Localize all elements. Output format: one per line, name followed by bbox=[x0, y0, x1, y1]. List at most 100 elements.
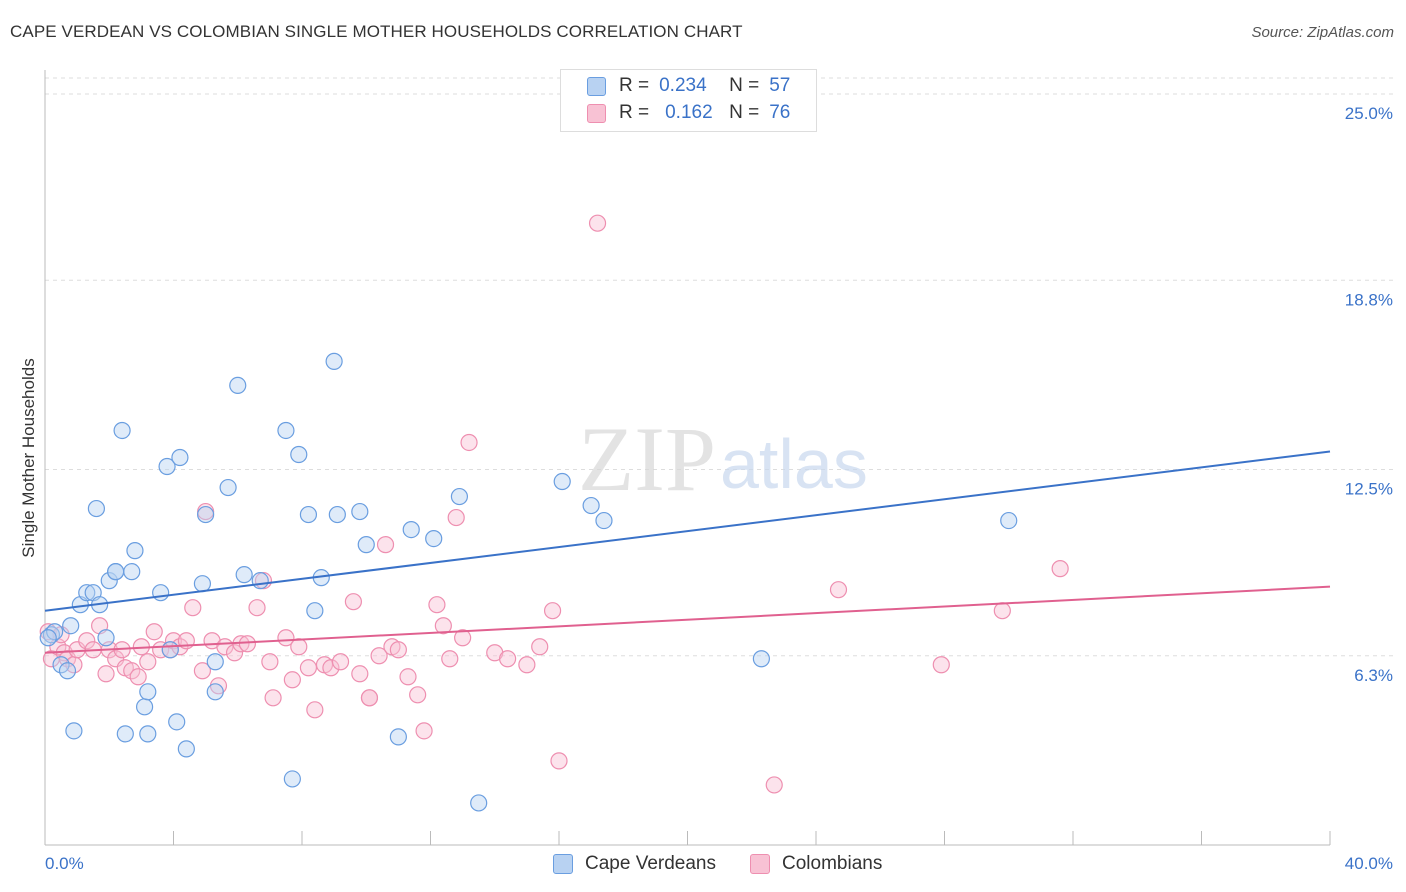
cape-verdean-point bbox=[78, 584, 96, 602]
cape-verdean-trend-line bbox=[44, 450, 1331, 612]
cape-verdean-point bbox=[553, 472, 571, 491]
colombian-point bbox=[351, 665, 369, 683]
legend-n-label: N = bbox=[729, 102, 760, 123]
cape-verdean-point bbox=[171, 448, 189, 467]
cape-verdean-point bbox=[116, 725, 134, 743]
colombian-point bbox=[399, 668, 417, 686]
cape-verdean-point bbox=[97, 629, 115, 647]
colombian-point bbox=[447, 508, 465, 527]
colombian-point bbox=[299, 659, 318, 677]
cape-verdean-point bbox=[290, 445, 308, 464]
cape-verdean-point bbox=[328, 505, 346, 524]
colombian-point bbox=[434, 617, 452, 635]
cape-verdean-point bbox=[351, 502, 369, 521]
watermark-atlas: atlas bbox=[720, 425, 868, 503]
colombian-point bbox=[765, 776, 783, 794]
x-tick-label-min: 0.0% bbox=[45, 854, 84, 873]
cape-verdean-point bbox=[152, 584, 170, 602]
cape-verdean-point bbox=[582, 496, 600, 515]
legend-n-value: 76 bbox=[769, 102, 791, 123]
colombian-point bbox=[277, 629, 295, 647]
colombian-point bbox=[518, 656, 536, 674]
cape-verdean-point bbox=[193, 575, 212, 593]
cape-verdean-point bbox=[100, 572, 118, 590]
legend-r-label: R = bbox=[619, 102, 650, 123]
cape-verdean-point bbox=[135, 698, 154, 716]
colombian-point bbox=[499, 650, 517, 668]
legend-row-cape-verdeans: R = 0.234 N = 57 bbox=[587, 74, 790, 98]
cape-verdean-point bbox=[58, 662, 77, 680]
cape-verdean-point bbox=[197, 505, 215, 524]
cape-verdean-point bbox=[161, 641, 179, 659]
colombian-point bbox=[409, 686, 427, 704]
colombian-point bbox=[97, 665, 115, 683]
bottom-legend-cape-verdeans[interactable]: Cape Verdeans bbox=[553, 852, 716, 876]
cape-verdean-point bbox=[206, 683, 224, 701]
legend-r-value: 0.162 bbox=[665, 102, 713, 123]
colombian-point bbox=[389, 641, 407, 659]
y-tick-label: 25.0% bbox=[1345, 104, 1393, 123]
source-label: Source: ZipAtlas.com bbox=[1251, 24, 1394, 41]
cape-verdean-point bbox=[277, 421, 295, 440]
bottom-legend-swatch-blue bbox=[553, 854, 573, 874]
colombian-point bbox=[39, 623, 57, 641]
cape-verdean-point bbox=[39, 629, 57, 647]
colombian-point bbox=[261, 653, 279, 671]
cape-verdean-point bbox=[123, 563, 141, 581]
colombian-point bbox=[145, 623, 163, 641]
colombian-point bbox=[588, 214, 607, 232]
cape-verdean-point bbox=[389, 728, 407, 746]
watermark-zip: ZIP bbox=[578, 408, 716, 510]
bottom-legend-colombians[interactable]: Colombians bbox=[750, 852, 882, 876]
y-tick-label: 6.3% bbox=[1354, 666, 1393, 685]
colombian-point bbox=[415, 722, 433, 740]
y-tick-label: 18.8% bbox=[1345, 290, 1393, 309]
colombian-point bbox=[829, 581, 848, 599]
colombian-point bbox=[225, 644, 244, 662]
cape-verdean-point bbox=[752, 650, 770, 668]
x-tick-label-max: 40.0% bbox=[1345, 854, 1393, 873]
colombian-point bbox=[360, 689, 379, 707]
trend-lines bbox=[44, 450, 1331, 654]
colombian-point bbox=[460, 433, 478, 452]
cape-verdean-point bbox=[52, 656, 70, 674]
cape-verdean-point bbox=[306, 602, 324, 620]
colombian-point bbox=[531, 638, 549, 656]
colombian-point bbox=[290, 638, 308, 656]
colombian-point bbox=[376, 536, 395, 554]
axes bbox=[44, 70, 1331, 846]
tick-labels: 6.3% 12.5% 18.8% 25.0% 0.0% 40.0% Single Mothe… bbox=[19, 104, 1393, 873]
colombian-point bbox=[306, 701, 324, 719]
colombian-point bbox=[238, 635, 256, 653]
colombian-point bbox=[1051, 560, 1069, 578]
bottom-legend-swatch-pink bbox=[750, 854, 770, 874]
colombian-point bbox=[283, 671, 301, 689]
legend-row-colombians: R = 0.162 N = 76 bbox=[587, 101, 790, 125]
legend-swatch-blue bbox=[587, 76, 606, 96]
colombian-point bbox=[331, 653, 350, 671]
colombian-point bbox=[932, 656, 950, 674]
cape-verdean-point bbox=[139, 683, 157, 701]
cape-verdean-point bbox=[65, 722, 83, 740]
y-tick-label: 12.5% bbox=[1345, 480, 1393, 499]
cape-verdean-point bbox=[177, 740, 195, 758]
y-axis-title: Single Mother Households bbox=[19, 358, 38, 557]
bottom-legend-label: Colombians bbox=[782, 853, 883, 874]
series-cape-verdeans bbox=[39, 352, 1018, 812]
cape-verdean-point bbox=[402, 520, 420, 539]
cape-verdean-point bbox=[139, 725, 157, 743]
cape-verdean-point bbox=[219, 478, 237, 497]
cape-verdean-point bbox=[235, 566, 253, 584]
colombian-point bbox=[123, 662, 141, 680]
cape-verdean-point bbox=[470, 794, 488, 812]
cape-verdean-point bbox=[357, 536, 375, 554]
colombian-point bbox=[993, 602, 1011, 620]
colombian-point bbox=[441, 650, 459, 668]
colombian-point bbox=[193, 662, 212, 680]
bottom-legend-label: Cape Verdeans bbox=[585, 853, 716, 874]
colombian-point bbox=[370, 647, 388, 665]
correlation-legend: R = 0.234 N = 57 R = 0.162 N = 76 bbox=[560, 69, 817, 132]
cape-verdean-point bbox=[62, 617, 80, 635]
cape-verdean-point bbox=[107, 563, 125, 581]
